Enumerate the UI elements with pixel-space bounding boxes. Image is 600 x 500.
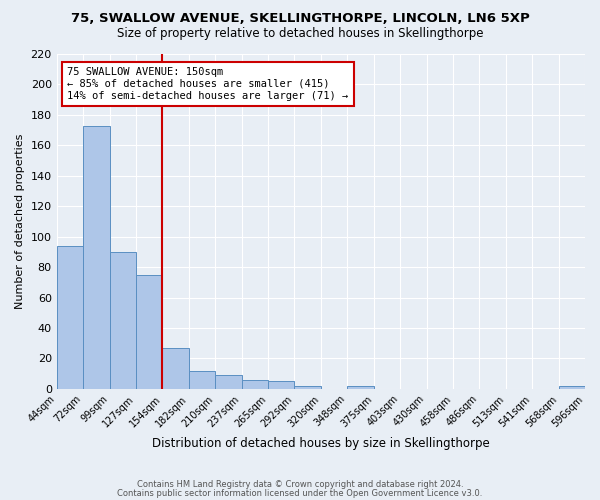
Text: Contains public sector information licensed under the Open Government Licence v3: Contains public sector information licen… bbox=[118, 489, 482, 498]
Bar bbox=[83, 126, 110, 389]
Bar bbox=[136, 274, 163, 389]
Bar bbox=[163, 348, 189, 389]
Bar bbox=[56, 246, 83, 389]
Bar bbox=[268, 382, 295, 389]
Bar bbox=[295, 386, 321, 389]
Text: Size of property relative to detached houses in Skellingthorpe: Size of property relative to detached ho… bbox=[117, 28, 483, 40]
Y-axis label: Number of detached properties: Number of detached properties bbox=[15, 134, 25, 309]
Bar bbox=[189, 370, 215, 389]
Bar bbox=[242, 380, 268, 389]
Text: 75 SWALLOW AVENUE: 150sqm
← 85% of detached houses are smaller (415)
14% of semi: 75 SWALLOW AVENUE: 150sqm ← 85% of detac… bbox=[67, 68, 349, 100]
Text: 75, SWALLOW AVENUE, SKELLINGTHORPE, LINCOLN, LN6 5XP: 75, SWALLOW AVENUE, SKELLINGTHORPE, LINC… bbox=[71, 12, 529, 26]
Bar bbox=[110, 252, 136, 389]
Bar bbox=[559, 386, 585, 389]
X-axis label: Distribution of detached houses by size in Skellingthorpe: Distribution of detached houses by size … bbox=[152, 437, 490, 450]
Text: Contains HM Land Registry data © Crown copyright and database right 2024.: Contains HM Land Registry data © Crown c… bbox=[137, 480, 463, 489]
Bar bbox=[347, 386, 374, 389]
Bar bbox=[215, 375, 242, 389]
